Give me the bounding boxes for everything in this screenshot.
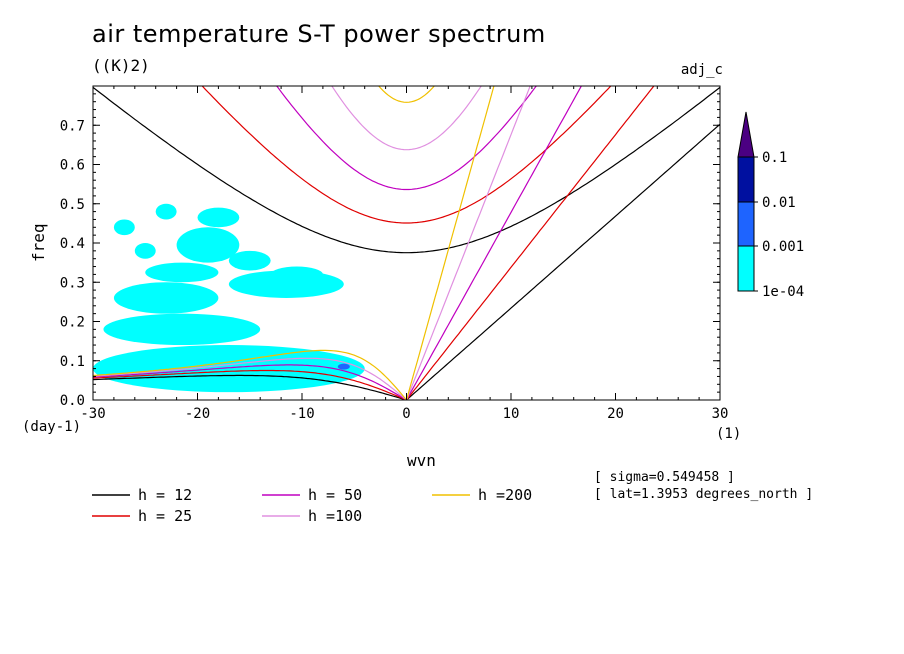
colorbar-label: 0.1 [762, 150, 787, 166]
x-axis-label: wvn [407, 451, 436, 470]
x-tick-label: 0 [402, 406, 410, 422]
y-tick-label: 0.2 [60, 315, 85, 331]
y-axis-label: freq [29, 223, 48, 262]
curve-kelvin-0 [406, 123, 720, 400]
legend-label: h =200 [478, 486, 532, 504]
curve-rossby-0 [93, 374, 407, 400]
chart-title: air temperature S-T power spectrum [92, 20, 546, 48]
shading-patch-9 [228, 250, 271, 271]
shading-patch-0 [93, 345, 365, 393]
x-unit-label: (1) [716, 426, 741, 442]
colorbar-segment [737, 245, 755, 292]
y-tick-label: 0.0 [60, 393, 85, 409]
legend-label: h = 25 [138, 507, 192, 525]
shading-patch-10 [270, 266, 323, 283]
legend: h = 12 h = 25 h = 50 h =100 h =200 [92, 486, 532, 525]
colorbar: 0.1 0.01 0.001 1e-04 [737, 111, 804, 300]
y-tick-label: 0.3 [60, 275, 85, 291]
legend-label: h = 12 [138, 486, 192, 504]
y-tick-label: 0.5 [60, 197, 85, 213]
x-tick-label: -10 [289, 406, 314, 422]
shading-patch-7 [197, 207, 240, 228]
colorbar-label: 0.01 [762, 195, 796, 211]
shading-patch-2 [113, 282, 219, 314]
shading-patch-3 [145, 262, 219, 283]
y-tick-label: 0.4 [60, 236, 85, 252]
curve-rossby-4 [93, 349, 407, 400]
colorbar-label: 1e-04 [762, 284, 804, 300]
x-tick-label: 30 [712, 406, 729, 422]
lat-note: [ lat=1.3953 degrees_north ] [594, 487, 814, 502]
x-tick-label: 20 [607, 406, 624, 422]
curve-ig-2 [275, 86, 538, 191]
legend-label: h =100 [308, 507, 362, 525]
curve-rossby-1 [93, 369, 407, 400]
curve-kelvin-4 [405, 86, 495, 400]
colorbar-segment [737, 156, 755, 203]
curve-rossby-2 [93, 364, 407, 400]
shading-patch-1 [103, 313, 261, 346]
colorbar-arrow [737, 111, 755, 158]
chart-units: ((K)2) [92, 56, 150, 75]
colorbar-label: 0.001 [762, 239, 804, 255]
shading-patch-high [337, 363, 350, 370]
curve-kelvin-2 [405, 86, 583, 400]
curve-kelvin-1 [406, 86, 655, 400]
dispersion-curves [93, 86, 720, 400]
dataset-label: adj_c [680, 62, 723, 78]
x-tick-label: -30 [80, 406, 105, 422]
y-tick-label: 0.7 [60, 118, 85, 134]
shading-patch-6 [113, 219, 135, 236]
shading-patch-5 [176, 227, 240, 263]
curve-ig-4 [377, 86, 436, 103]
legend-label: h = 50 [308, 486, 362, 504]
x-tick-label: 10 [503, 406, 520, 422]
curve-ig-3 [331, 86, 482, 151]
y-tick-label: 0.1 [60, 354, 85, 370]
sigma-note: [ sigma=0.549458 ] [594, 470, 735, 485]
y-unit-label: (day-1) [22, 419, 81, 435]
x-tick-label: -20 [185, 406, 210, 422]
axis-ticks: -30 -20 -10 0 10 20 30 0.0 0.1 0.2 0.3 0.4 0.5 0.6 0.7 [60, 86, 729, 422]
y-tick-label: 0.6 [60, 158, 85, 174]
colorbar-segment [737, 201, 755, 248]
curve-rossby-3 [93, 357, 407, 400]
shading-patch-11 [155, 203, 177, 220]
curve-ig-0 [93, 86, 720, 254]
curve-ig-1 [201, 86, 612, 224]
shading-patch-8 [134, 243, 156, 259]
curve-kelvin-3 [405, 86, 531, 400]
power-shading [93, 203, 365, 393]
